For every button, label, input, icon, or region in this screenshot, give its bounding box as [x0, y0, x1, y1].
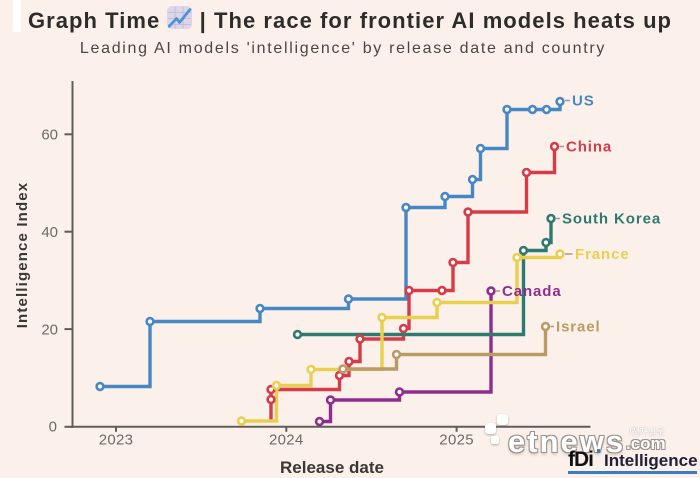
- svg-text:Release date: Release date: [280, 458, 384, 477]
- svg-text:40: 40: [41, 224, 58, 241]
- svg-text:Intelligence Index: Intelligence Index: [14, 182, 31, 329]
- svg-text:0: 0: [49, 419, 57, 436]
- svg-text:2023: 2023: [99, 431, 134, 448]
- svg-text:China: China: [566, 139, 612, 156]
- svg-text:US: US: [572, 93, 595, 110]
- svg-text:2025: 2025: [439, 431, 474, 448]
- svg-text:Israel: Israel: [556, 319, 601, 336]
- svg-text:South Korea: South Korea: [562, 211, 661, 228]
- svg-text:2024: 2024: [269, 431, 304, 448]
- svg-text:20: 20: [41, 321, 58, 338]
- svg-text:Canada: Canada: [502, 283, 562, 300]
- svg-text:60: 60: [41, 127, 58, 144]
- svg-text:France: France: [575, 246, 630, 263]
